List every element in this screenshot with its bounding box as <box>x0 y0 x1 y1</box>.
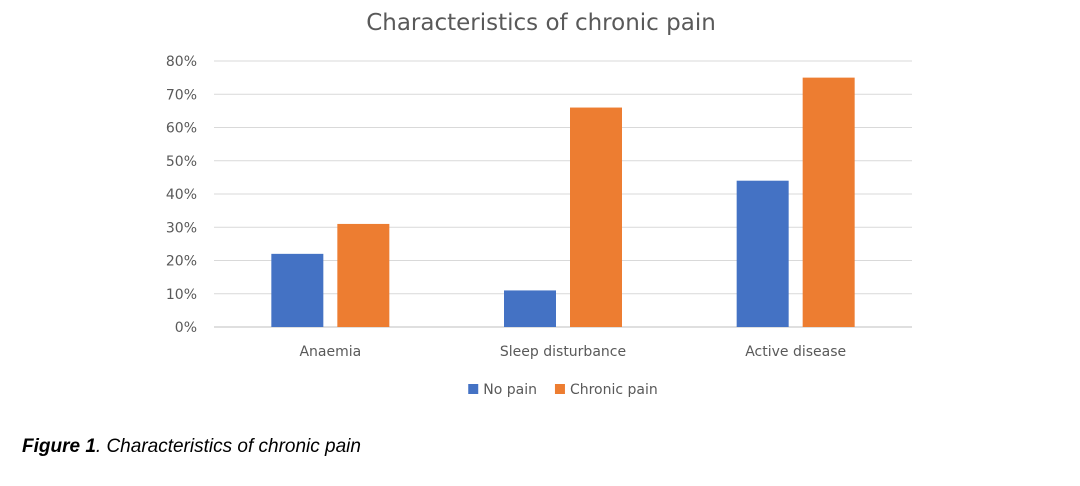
legend-label: Chronic pain <box>570 382 658 398</box>
y-tick-label: 10% <box>166 287 197 303</box>
bar-no-pain <box>271 253 324 327</box>
y-tick-label: 20% <box>166 254 197 270</box>
legend-swatch <box>468 384 479 394</box>
bar-chronic-pain <box>570 107 622 327</box>
x-axis-categories: Anaemia Sleep disturbance Active disease <box>299 344 846 360</box>
figure-caption: Figure 1. Characteristics of chronic pai… <box>22 436 361 458</box>
bar-chronic-pain <box>802 77 855 327</box>
y-tick-label: 60% <box>166 121 197 137</box>
bars <box>271 77 855 327</box>
category-label: Anaemia <box>299 344 361 360</box>
category-label: Active disease <box>745 344 846 360</box>
y-tick-label: 80% <box>166 54 197 70</box>
legend-item-chronic-pain: Chronic pain <box>554 382 658 398</box>
legend: No pain Chronic pain <box>468 382 658 398</box>
bar-no-pain <box>736 180 789 327</box>
legend-swatch <box>554 384 565 394</box>
y-tick-label: 70% <box>166 87 197 103</box>
y-tick-label: 0% <box>175 320 197 336</box>
y-axis-ticks: 0% 10% 20% 30% 40% 50% 60% 70% 80% <box>166 54 197 336</box>
gridlines <box>214 60 912 328</box>
y-tick-label: 40% <box>166 187 197 203</box>
caption-text: . Characteristics of chronic pain <box>95 436 361 457</box>
bar-chronic-pain <box>337 223 390 327</box>
legend-label: No pain <box>483 382 537 398</box>
y-tick-label: 50% <box>166 154 197 170</box>
chart: Characteristics of chronic pain 0% 10% 20%… <box>166 10 912 398</box>
y-tick-label: 30% <box>166 220 197 236</box>
legend-item-no-pain: No pain <box>468 382 537 398</box>
chart-title: Characteristics of chronic pain <box>366 10 716 36</box>
bar-no-pain <box>504 290 556 327</box>
caption-label: Figure 1 <box>22 436 96 457</box>
category-label: Sleep disturbance <box>500 344 626 360</box>
